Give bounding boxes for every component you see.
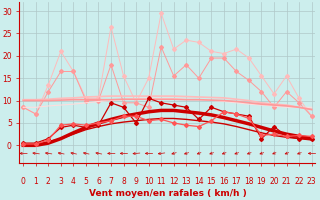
X-axis label: Vent moyen/en rafales ( km/h ): Vent moyen/en rafales ( km/h ) <box>89 189 246 198</box>
